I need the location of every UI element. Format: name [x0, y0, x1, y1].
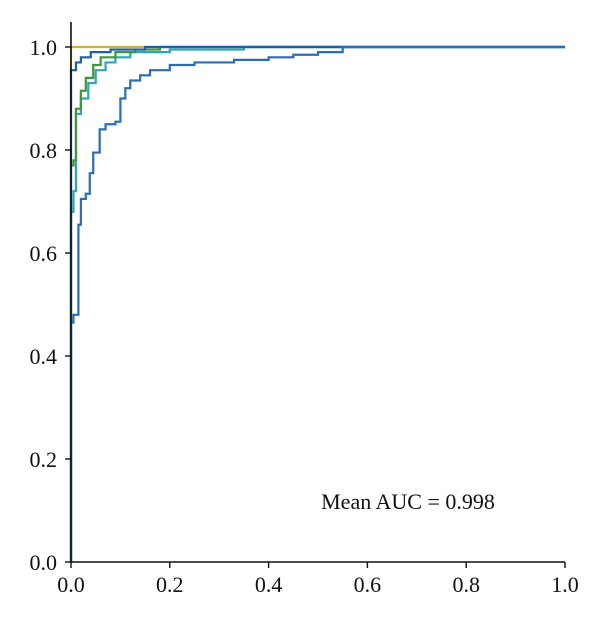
y-tick-label: 0.2 — [30, 447, 58, 472]
roc-curve-4 — [69, 45, 565, 562]
roc-curve-2 — [69, 45, 565, 562]
x-tick-label: 0.8 — [452, 572, 480, 597]
y-tick-label: 0.0 — [30, 550, 58, 575]
x-tick-layer: 0.0 0.2 0.4 0.6 0.8 1.0 — [57, 562, 579, 597]
x-tick-label: 0.2 — [156, 572, 184, 597]
roc-curve-1 — [69, 45, 565, 562]
y-tick-label: 0.4 — [30, 344, 58, 369]
y-tick-label: 0.6 — [30, 241, 58, 266]
roc-curve-3 — [69, 45, 565, 562]
x-tick-label: 0.0 — [57, 572, 85, 597]
series-layer — [69, 45, 565, 562]
roc-curve-5 — [69, 45, 565, 562]
x-tick-label: 1.0 — [551, 572, 579, 597]
x-tick-label: 0.4 — [255, 572, 283, 597]
mean-auc-annotation: Mean AUC = 0.998 — [321, 489, 495, 514]
y-tick-label: 0.8 — [30, 138, 58, 163]
x-tick-label: 0.6 — [354, 572, 382, 597]
y-tick-label: 1.0 — [30, 35, 58, 60]
y-tick-layer: 0.0 0.2 0.4 0.6 0.8 1.0 — [30, 35, 71, 575]
